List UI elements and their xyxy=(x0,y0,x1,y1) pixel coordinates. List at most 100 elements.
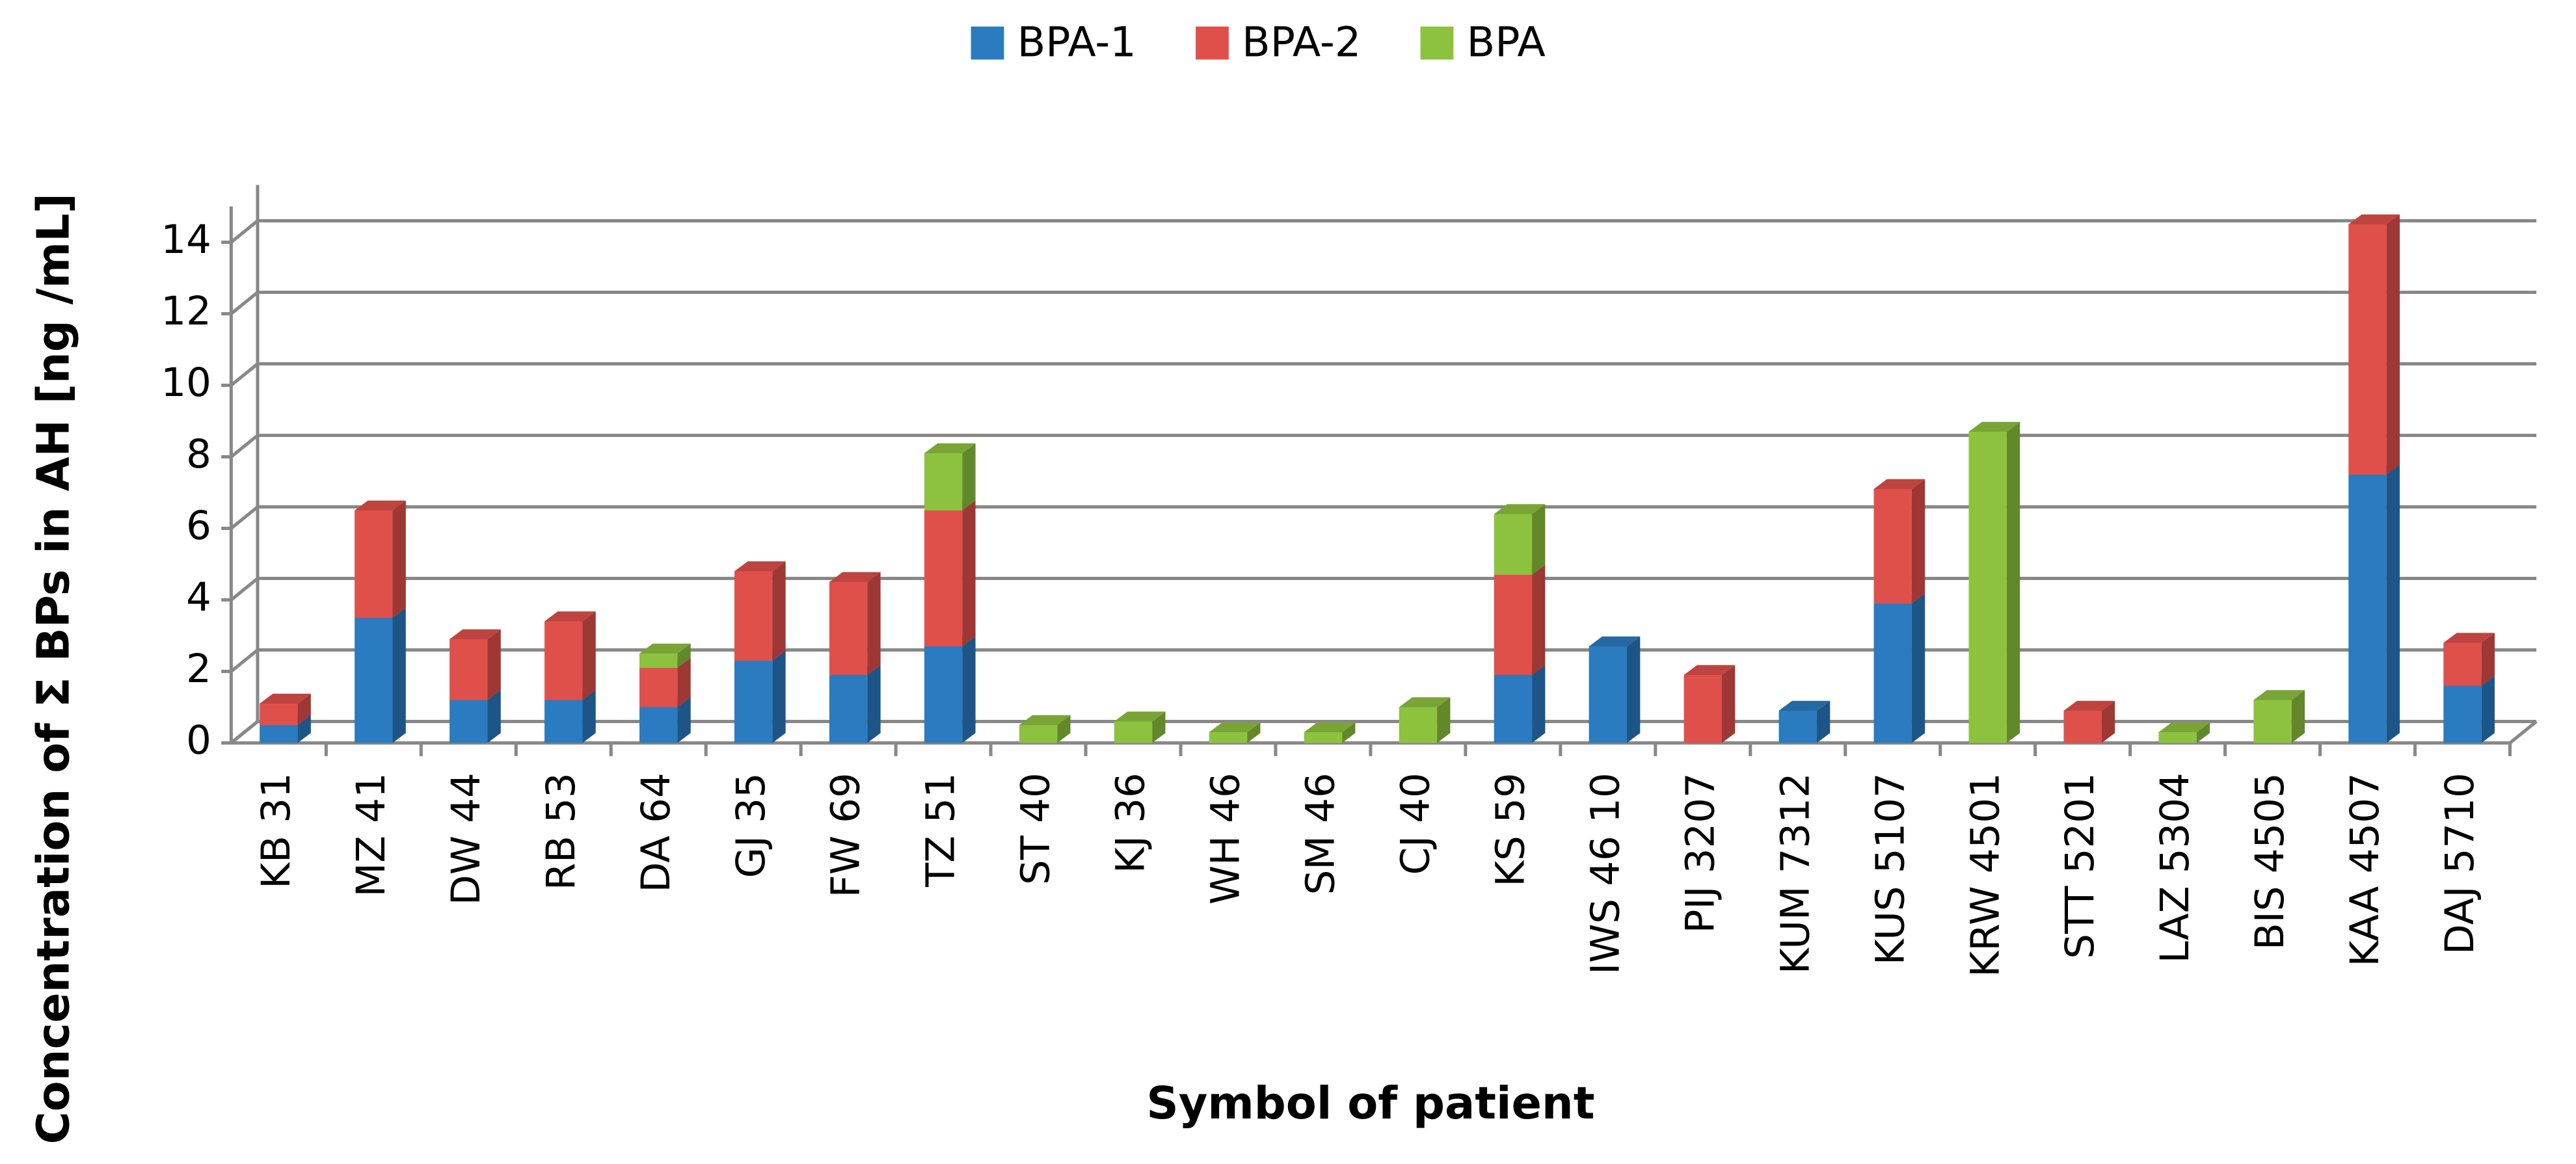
bar-top xyxy=(1209,722,1261,732)
bar-side xyxy=(677,697,691,743)
bar-side xyxy=(1247,722,1261,743)
bar-segment xyxy=(260,725,298,743)
bar-top xyxy=(734,561,786,572)
x-axis-title: Symbol of patient xyxy=(1146,1078,1594,1130)
bar-side xyxy=(1152,711,1166,743)
y-tick-label: 2 xyxy=(186,646,211,692)
bar-segment xyxy=(1209,732,1248,743)
x-tick-label: RB 53 xyxy=(538,773,584,890)
bar-top xyxy=(2348,214,2400,224)
x-tick-label: CJ 40 xyxy=(1392,773,1438,875)
bar-segment xyxy=(924,453,963,510)
bar-side xyxy=(1342,722,1356,743)
bar-side xyxy=(1532,504,1546,575)
x-tick-label: PIJ 3207 xyxy=(1677,773,1723,933)
x-tick-label: GJ 35 xyxy=(728,773,774,878)
bar-segment xyxy=(1873,603,1912,743)
bar-top xyxy=(1968,421,2020,432)
bar-top xyxy=(260,693,311,704)
bar-segment xyxy=(2253,700,2292,743)
x-tick-label: LAZ 5304 xyxy=(2152,773,2198,963)
bar-side xyxy=(1911,593,1925,743)
bar-top xyxy=(544,611,596,622)
bar-top xyxy=(1304,722,1356,732)
bar-top xyxy=(1019,715,1071,725)
y-tick-label: 10 xyxy=(161,360,211,406)
bar-segment xyxy=(2348,475,2387,743)
bar-side xyxy=(1532,564,1546,675)
bar-side xyxy=(677,643,691,668)
bar-segment xyxy=(1114,721,1153,743)
bar-segment xyxy=(639,707,678,743)
bar-segment xyxy=(355,510,393,618)
bar-segment xyxy=(1778,711,1817,743)
bar-segment xyxy=(1873,489,1912,603)
bar-segment xyxy=(1494,675,1533,743)
bar-top xyxy=(2158,722,2210,732)
bar-top xyxy=(1589,636,1641,646)
bar-side xyxy=(2006,421,2020,743)
x-tick-label: IWS 46 10 xyxy=(1582,773,1628,975)
legend-swatch xyxy=(1420,26,1454,60)
bar-top xyxy=(1778,700,1831,711)
bar-side xyxy=(392,500,406,618)
bar-side xyxy=(1721,665,1736,743)
bar-segment xyxy=(734,571,773,661)
bar-side xyxy=(1816,700,1831,743)
y-tick-label: 14 xyxy=(161,217,211,263)
bar-top xyxy=(1873,479,1925,489)
bar-segment xyxy=(639,668,678,708)
x-tick-label: MZ 41 xyxy=(348,773,394,897)
y-axis-title: Concentration of Σ BPs in AH [ng /mL] xyxy=(27,193,79,1144)
bar-side xyxy=(962,500,976,646)
grid-line xyxy=(230,505,2537,530)
bar-segment xyxy=(1968,432,2007,743)
bar-segment xyxy=(544,621,583,700)
legend-label: BPA xyxy=(1467,18,1546,66)
bar-side xyxy=(1911,479,1925,603)
x-tick-label: WH 46 xyxy=(1203,773,1249,905)
bar-side xyxy=(2196,722,2210,743)
bar-side xyxy=(962,443,976,510)
bar-side xyxy=(2481,676,2495,743)
legend-swatch xyxy=(1196,26,1229,60)
bar-side xyxy=(582,611,596,700)
bar-segment xyxy=(1589,646,1628,743)
bar-side xyxy=(2291,690,2305,743)
x-tick-label: KAA 4507 xyxy=(2342,773,2388,966)
bar-side xyxy=(2481,633,2495,686)
grid-line xyxy=(230,719,2537,745)
x-tick-label: SM 46 xyxy=(1298,773,1344,895)
grid-line xyxy=(230,290,2537,315)
bar-side xyxy=(1532,665,1546,743)
bar-segment xyxy=(355,618,393,743)
bar-segment xyxy=(734,661,773,743)
bar-top xyxy=(1399,697,1451,708)
bar-segment xyxy=(2443,685,2482,743)
bar-segment xyxy=(1494,514,1533,575)
y-tick-label: 12 xyxy=(161,288,211,334)
bar-side xyxy=(2386,214,2400,475)
bar-side xyxy=(297,693,311,725)
x-tick-label: KUS 5107 xyxy=(1867,773,1913,965)
bar-side xyxy=(867,665,881,743)
bar-segment xyxy=(2158,732,2197,743)
y-tick-label: 8 xyxy=(186,431,211,477)
bar-segment xyxy=(2348,224,2387,475)
bar-side xyxy=(677,657,691,708)
x-tick-label: DAJ 5710 xyxy=(2437,773,2483,955)
x-tick-label: KB 31 xyxy=(253,773,299,889)
x-tick-label: KRW 4501 xyxy=(1962,773,2008,977)
bar-top xyxy=(639,643,691,654)
bar-top xyxy=(1114,711,1166,722)
bar-segment xyxy=(829,582,868,675)
x-tick-label: DA 64 xyxy=(633,773,679,892)
bar-side xyxy=(772,561,786,661)
bar-top xyxy=(829,572,881,582)
bar-side xyxy=(1437,697,1451,743)
bar-segment xyxy=(544,700,583,743)
y-tick-label: 4 xyxy=(186,574,211,620)
bar-side xyxy=(2386,464,2400,743)
